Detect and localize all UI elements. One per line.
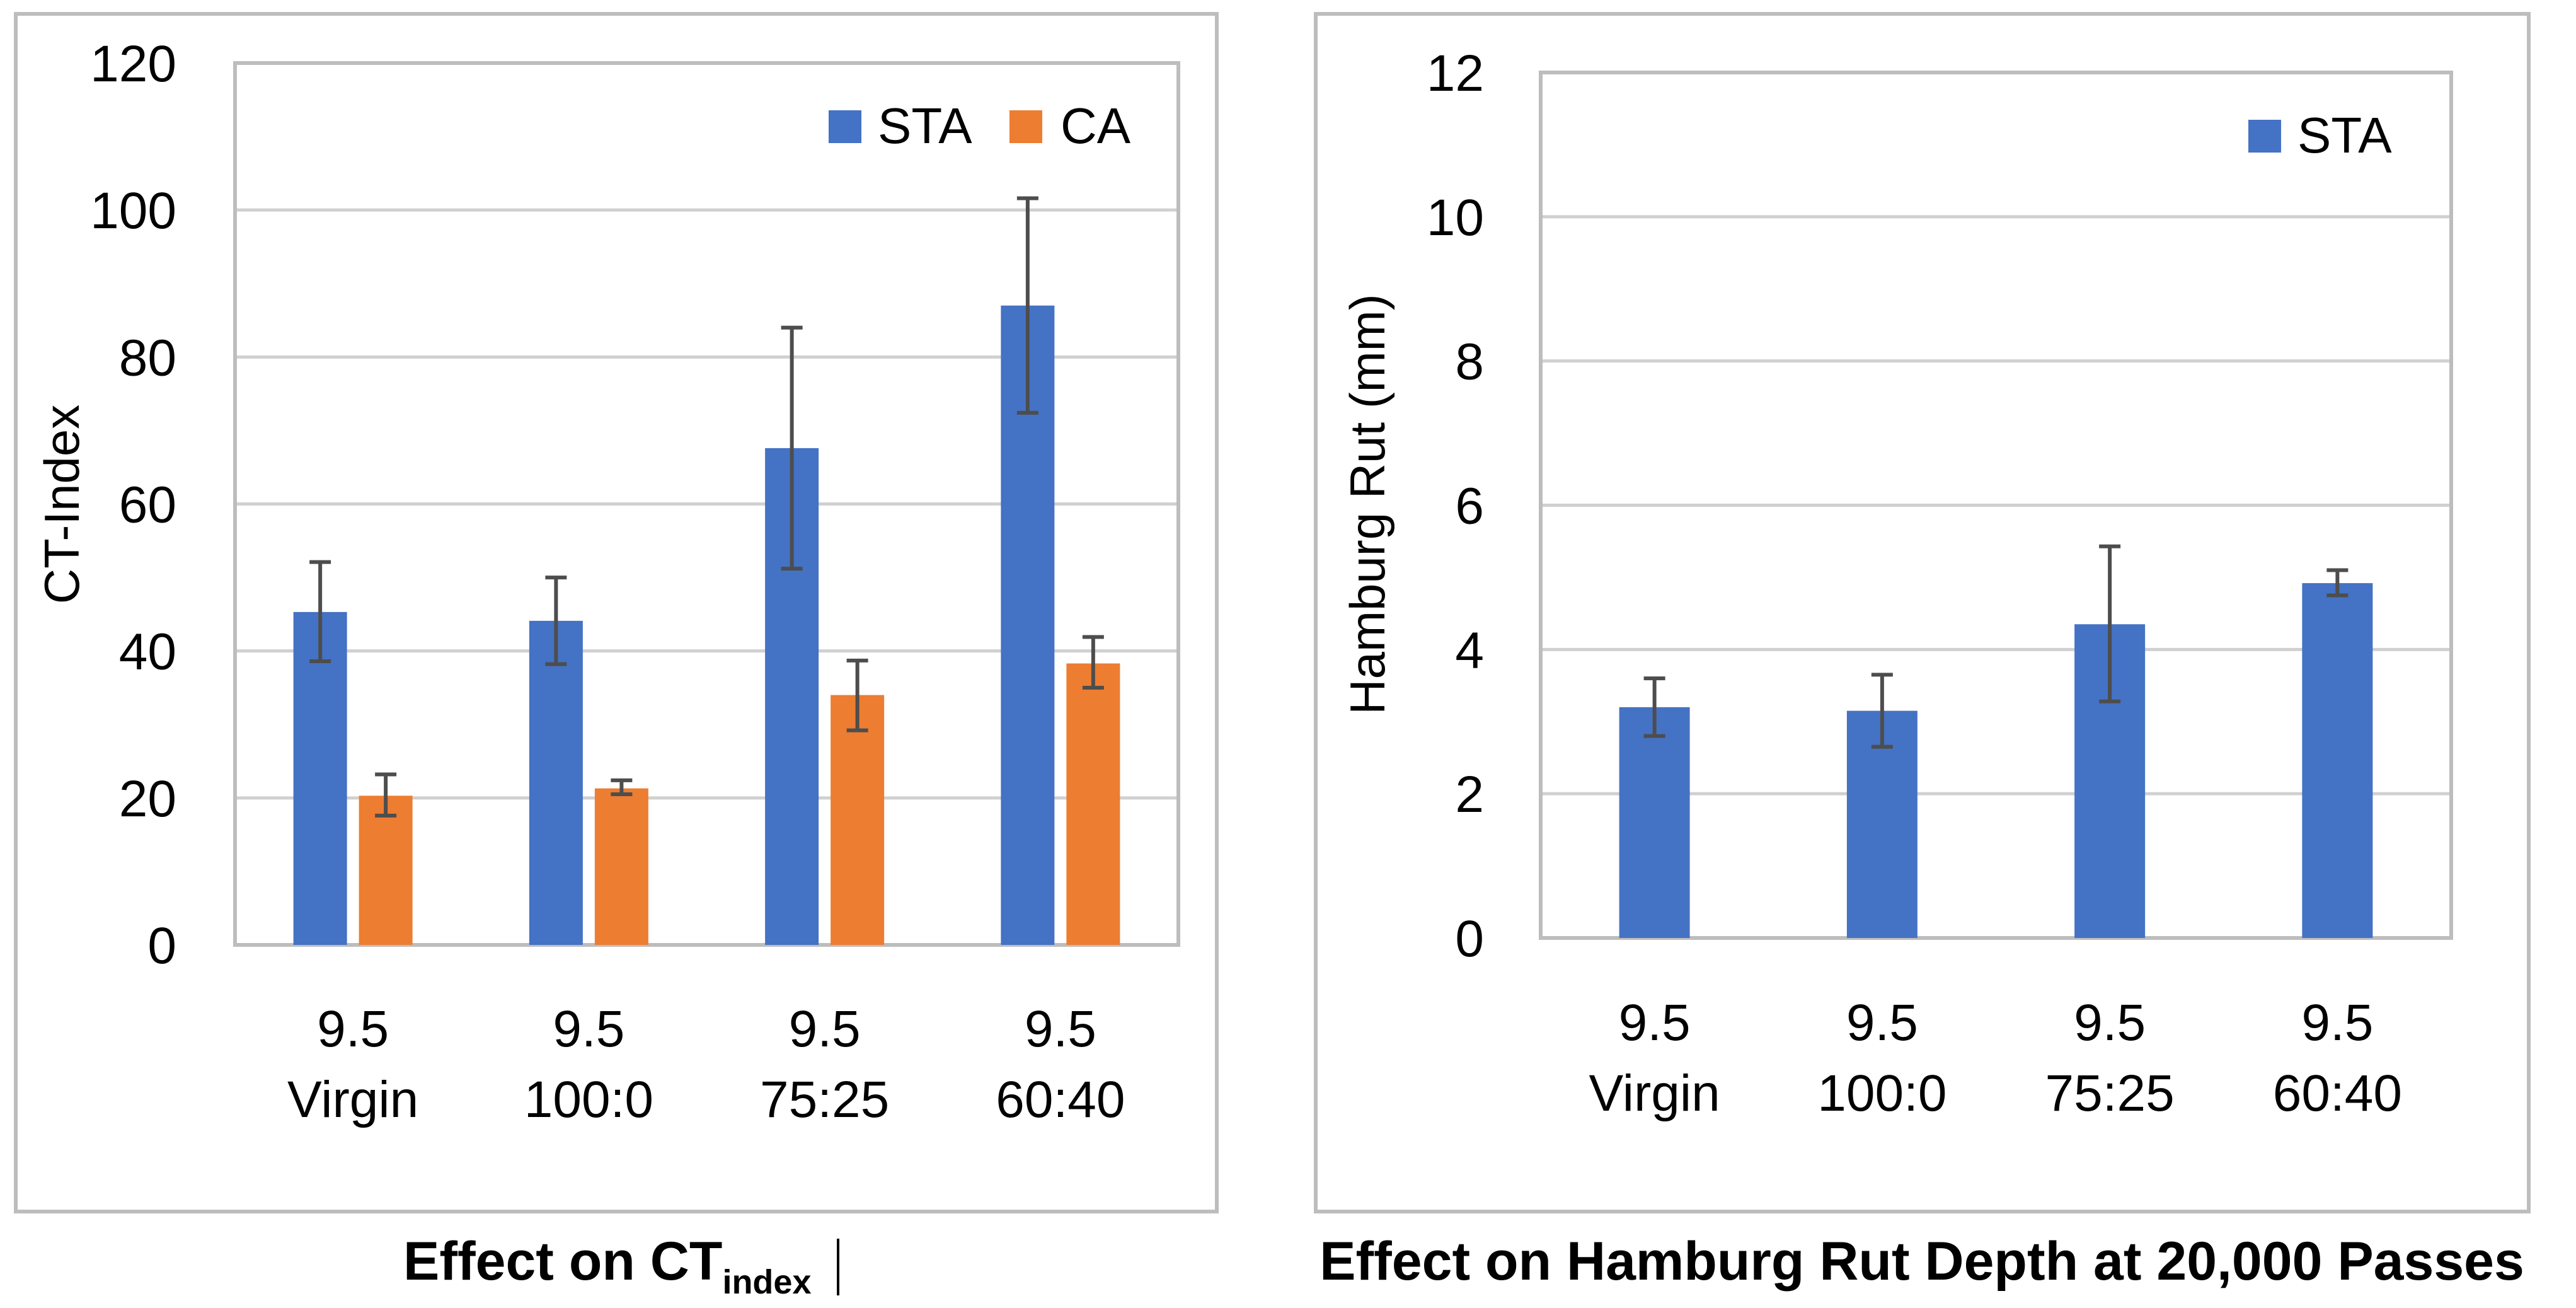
hamburg-rut-x-category-label: 100:0 [1817, 1065, 1946, 1122]
ct-index-x-category-label: 60:40 [996, 1071, 1125, 1128]
ct-index-error-bar-sta-2 [545, 576, 567, 666]
hamburg-rut-y-tick-label: 6 [1455, 478, 1484, 535]
hamburg-rut-panel: 0 2 4 6 8 10 12 9.5 Virgin 9.5 100:0 9.5 75:25 9.5 60… [1314, 12, 2531, 1213]
ct-index-bar-sta-2 [529, 620, 583, 945]
ct-index-error-bar-sta-4 [1016, 196, 1038, 415]
ct-index-error-bar-sta-1 [309, 560, 331, 663]
ct-index-error-bar-ca-1 [375, 772, 397, 818]
hamburg-rut-x-categories: 9.5 Virgin 9.5 100:0 9.5 75:25 9.5 60:40 [1589, 994, 2402, 1122]
ct-index-caption-subscript: index [722, 1263, 811, 1301]
hamburg-rut-y-tick-label: 4 [1455, 622, 1484, 679]
ct-index-bar-ca-3 [831, 695, 885, 945]
ct-index-bar-ca-1 [359, 796, 413, 945]
hamburg-rut-legend-swatch-sta [2248, 120, 2281, 153]
hamburg-rut-y-tick-label: 10 [1427, 189, 1484, 246]
ct-index-x-category-label: 100:0 [524, 1071, 653, 1128]
ct-index-caption-main: Effect on CT [403, 1231, 722, 1292]
ct-index-y-tick-label: 40 [119, 623, 176, 681]
hamburg-rut-legend-label-sta: STA [2297, 107, 2392, 163]
ct-index-x-category-label: Virgin [287, 1071, 418, 1128]
ct-index-legend: STA CA [829, 98, 1131, 154]
ct-index-panel: 0 20 40 60 80 100 120 9.5 Virgin 9.5 100:0 9.5 75:2… [14, 12, 1219, 1213]
ct-index-y-tick-label: 100 [90, 182, 176, 240]
hamburg-rut-x-category-label: 60:40 [2273, 1065, 2402, 1122]
hamburg-rut-bar-sta-1 [1619, 707, 1690, 938]
hamburg-rut-x-category-label: 9.5 [1846, 994, 1918, 1051]
ct-index-plot-border [233, 61, 1180, 947]
ct-index-legend-swatch-ca [1009, 110, 1042, 143]
ct-index-y-ticks: 0 20 40 60 80 100 120 [90, 35, 176, 975]
ct-index-x-category-label: 9.5 [1025, 1000, 1096, 1058]
hamburg-rut-y-axis-label: Hamburg Rut (mm) [1340, 294, 1395, 714]
hamburg-rut-plot-border [1539, 71, 2453, 940]
ct-index-error-bar-sta-3 [781, 325, 803, 571]
ct-index-x-category-label: 9.5 [553, 1000, 624, 1058]
hamburg-rut-error-bar-sta-4 [2326, 568, 2349, 598]
hamburg-rut-y-tick-label: 2 [1455, 766, 1484, 823]
ct-index-bar-ca-2 [594, 788, 648, 945]
ct-index-y-tick-label: 60 [119, 477, 176, 534]
hamburg-rut-bars [1619, 544, 2373, 938]
ct-index-y-tick-label: 80 [119, 329, 176, 386]
hamburg-rut-y-ticks: 0 2 4 6 8 10 12 [1427, 45, 1484, 968]
ct-index-bars [293, 196, 1120, 946]
hamburg-rut-error-bar-sta-3 [2099, 544, 2121, 703]
hamburg-rut-x-category-label: 75:25 [2045, 1065, 2175, 1122]
ct-index-y-tick-label: 20 [119, 770, 176, 828]
ct-index-y-axis-label: CT-Index [34, 405, 89, 604]
ct-index-legend-label-sta: STA [878, 98, 972, 154]
hamburg-rut-x-category-label: 9.5 [1619, 994, 1691, 1051]
ct-index-error-bar-ca-4 [1082, 635, 1104, 690]
ct-index-y-tick-label: 120 [90, 35, 176, 93]
ct-index-error-bar-ca-2 [611, 778, 633, 796]
hamburg-rut-y-tick-label: 0 [1455, 910, 1484, 968]
ct-index-bar-ca-4 [1066, 663, 1120, 945]
hamburg-rut-x-category-label: Virgin [1589, 1065, 1720, 1122]
ct-index-x-category-label: 75:25 [760, 1071, 889, 1128]
hamburg-rut-y-tick-label: 8 [1455, 333, 1484, 391]
hamburg-rut-bar-sta-4 [2302, 583, 2373, 938]
hamburg-rut-caption: Effect on Hamburg Rut Depth at 20,000 Pa… [1320, 1231, 2524, 1292]
hamburg-rut-legend: STA [2248, 107, 2392, 163]
hamburg-rut-x-category-label: 9.5 [2301, 994, 2373, 1051]
hamburg-rut-error-bar-sta-2 [1871, 673, 1893, 749]
ct-index-x-category-label: 9.5 [317, 1000, 389, 1058]
ct-index-bar-sta-1 [293, 611, 347, 945]
ct-index-x-categories: 9.5 Virgin 9.5 100:0 9.5 75:25 9.5 60:40 [287, 1000, 1125, 1128]
hamburg-rut-error-bar-sta-1 [1643, 676, 1665, 738]
ct-index-x-category-label: 9.5 [789, 1000, 861, 1058]
ct-index-error-bar-ca-3 [846, 658, 868, 732]
ct-index-legend-swatch-sta [829, 110, 861, 143]
hamburg-rut-x-category-label: 9.5 [2074, 994, 2146, 1051]
ct-index-caption: Effect on CTindex [403, 1231, 811, 1301]
ct-index-legend-label-ca: CA [1061, 98, 1131, 154]
hamburg-rut-y-tick-label: 12 [1427, 45, 1484, 102]
ct-index-y-tick-label: 0 [147, 917, 176, 975]
